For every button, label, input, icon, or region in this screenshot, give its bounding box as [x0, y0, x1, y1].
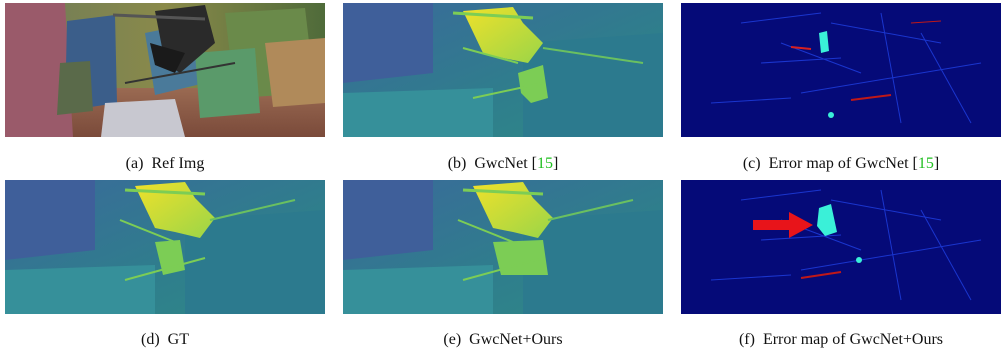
caption-d-text: GT	[167, 331, 189, 348]
error-map-image	[681, 3, 1001, 137]
caption-c-text: Error map of GwcNet [	[768, 155, 918, 172]
caption-d: (d) GT	[5, 330, 325, 350]
caption-b-close: ]	[552, 155, 559, 172]
ref-image	[5, 3, 325, 137]
citation-link[interactable]: 15	[536, 155, 553, 172]
caption-a-text: Ref Img	[151, 155, 205, 172]
caption-c-label: (c)	[742, 155, 761, 172]
error-map-image	[681, 180, 1001, 314]
disparity-image	[343, 3, 663, 137]
caption-b-label: (b)	[447, 155, 467, 172]
caption-e: (e) GwcNet+Ours	[343, 330, 663, 350]
panel-b-gwcnet-disparity	[343, 3, 663, 137]
caption-b-text: GwcNet [	[474, 155, 537, 172]
panel-e-ours-disparity	[343, 180, 663, 314]
panel-a-ref-img	[5, 3, 325, 137]
citation-link[interactable]: 15	[917, 155, 934, 172]
panel-d-gt-disparity	[5, 180, 325, 314]
caption-c-close: ]	[933, 155, 940, 172]
caption-a-label: (a)	[125, 155, 144, 172]
caption-f: (f) Error map of GwcNet+Ours	[681, 330, 1001, 350]
caption-f-text: Error map of GwcNet+Ours	[762, 331, 944, 348]
caption-d-label: (d)	[141, 331, 160, 348]
caption-b: (b) GwcNet [15]	[343, 154, 663, 174]
arrow-icon	[753, 212, 813, 238]
panel-f-ours-error-map	[681, 180, 1001, 314]
caption-c: (c) Error map of GwcNet [15]	[681, 154, 1001, 174]
caption-a: (a) Ref Img	[5, 154, 325, 174]
disparity-image	[5, 180, 325, 314]
caption-f-label: (f)	[738, 331, 755, 348]
caption-e-label: (e)	[443, 331, 462, 348]
disparity-image	[343, 180, 663, 314]
panel-c-gwcnet-error-map	[681, 3, 1001, 137]
caption-e-text: GwcNet+Ours	[469, 331, 563, 348]
